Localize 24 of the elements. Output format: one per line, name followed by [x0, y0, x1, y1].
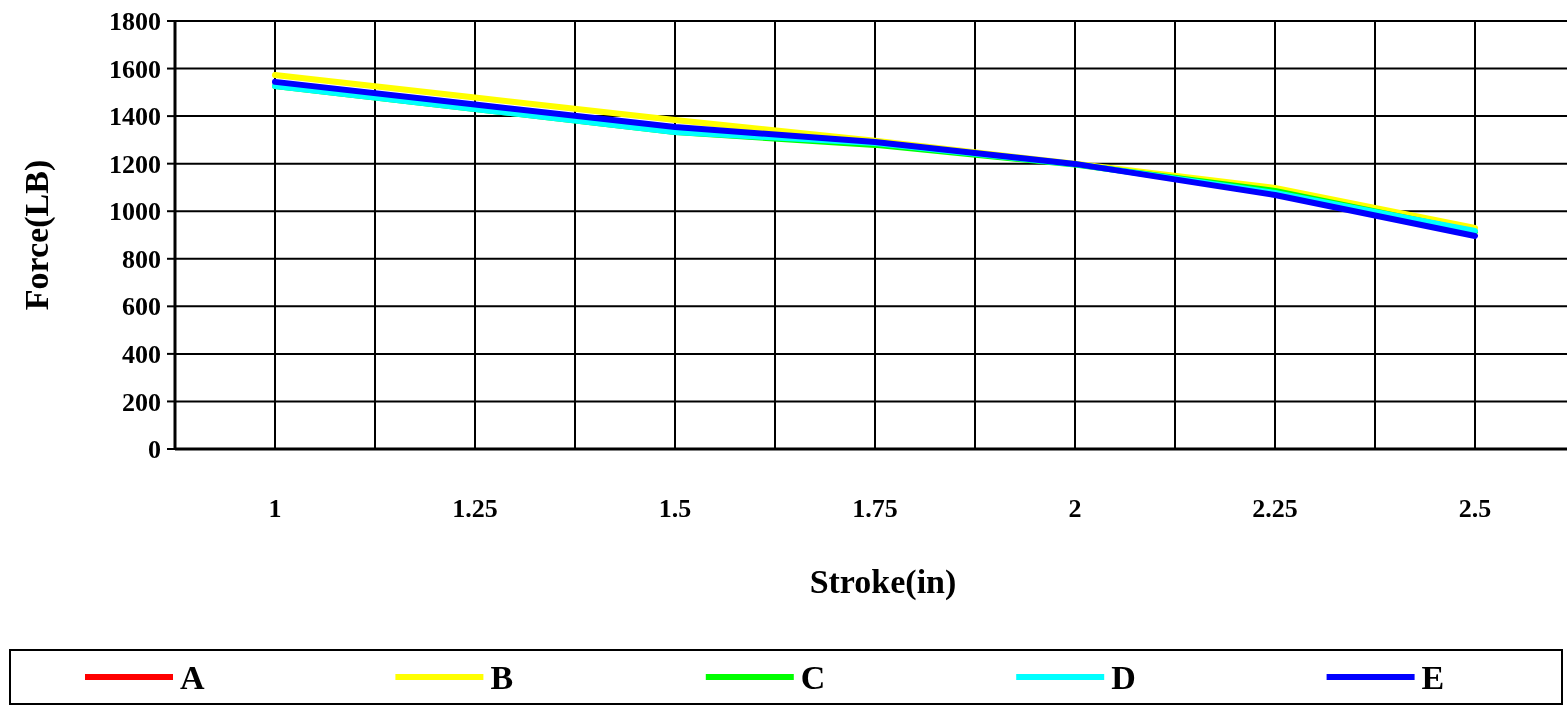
legend-label: E	[1421, 658, 1445, 696]
y-tick-label: 1400	[109, 102, 161, 132]
legend-label: C	[800, 658, 826, 696]
legend-label: A	[180, 658, 205, 696]
y-tick-label: 0	[148, 435, 161, 465]
x-tick-label: 1.75	[852, 494, 898, 523]
y-tick-label: 600	[122, 292, 161, 322]
x-tick-label: 1.5	[658, 494, 692, 523]
y-tick-label: 1000	[109, 197, 161, 227]
x-tick-label: 2	[1068, 494, 1082, 523]
x-tick-label: 1.25	[452, 494, 498, 523]
y-tick-label: 1600	[109, 54, 161, 84]
legend-label: B	[490, 658, 514, 696]
y-tick-label: 200	[122, 387, 161, 417]
x-tick-label: 2.5	[1458, 494, 1492, 523]
y-tick-label: 1800	[109, 7, 161, 37]
legend-label: D	[1111, 658, 1136, 696]
x-tick-label: 1	[268, 494, 282, 523]
y-tick-label: 400	[122, 339, 161, 369]
y-axis-title: Force(LB)	[18, 159, 56, 311]
y-tick-label: 800	[122, 244, 161, 274]
y-tick-label: 1200	[109, 149, 161, 179]
x-tick-label: 2.25	[1252, 494, 1298, 523]
x-axis-title: Stroke(in)	[809, 563, 957, 601]
